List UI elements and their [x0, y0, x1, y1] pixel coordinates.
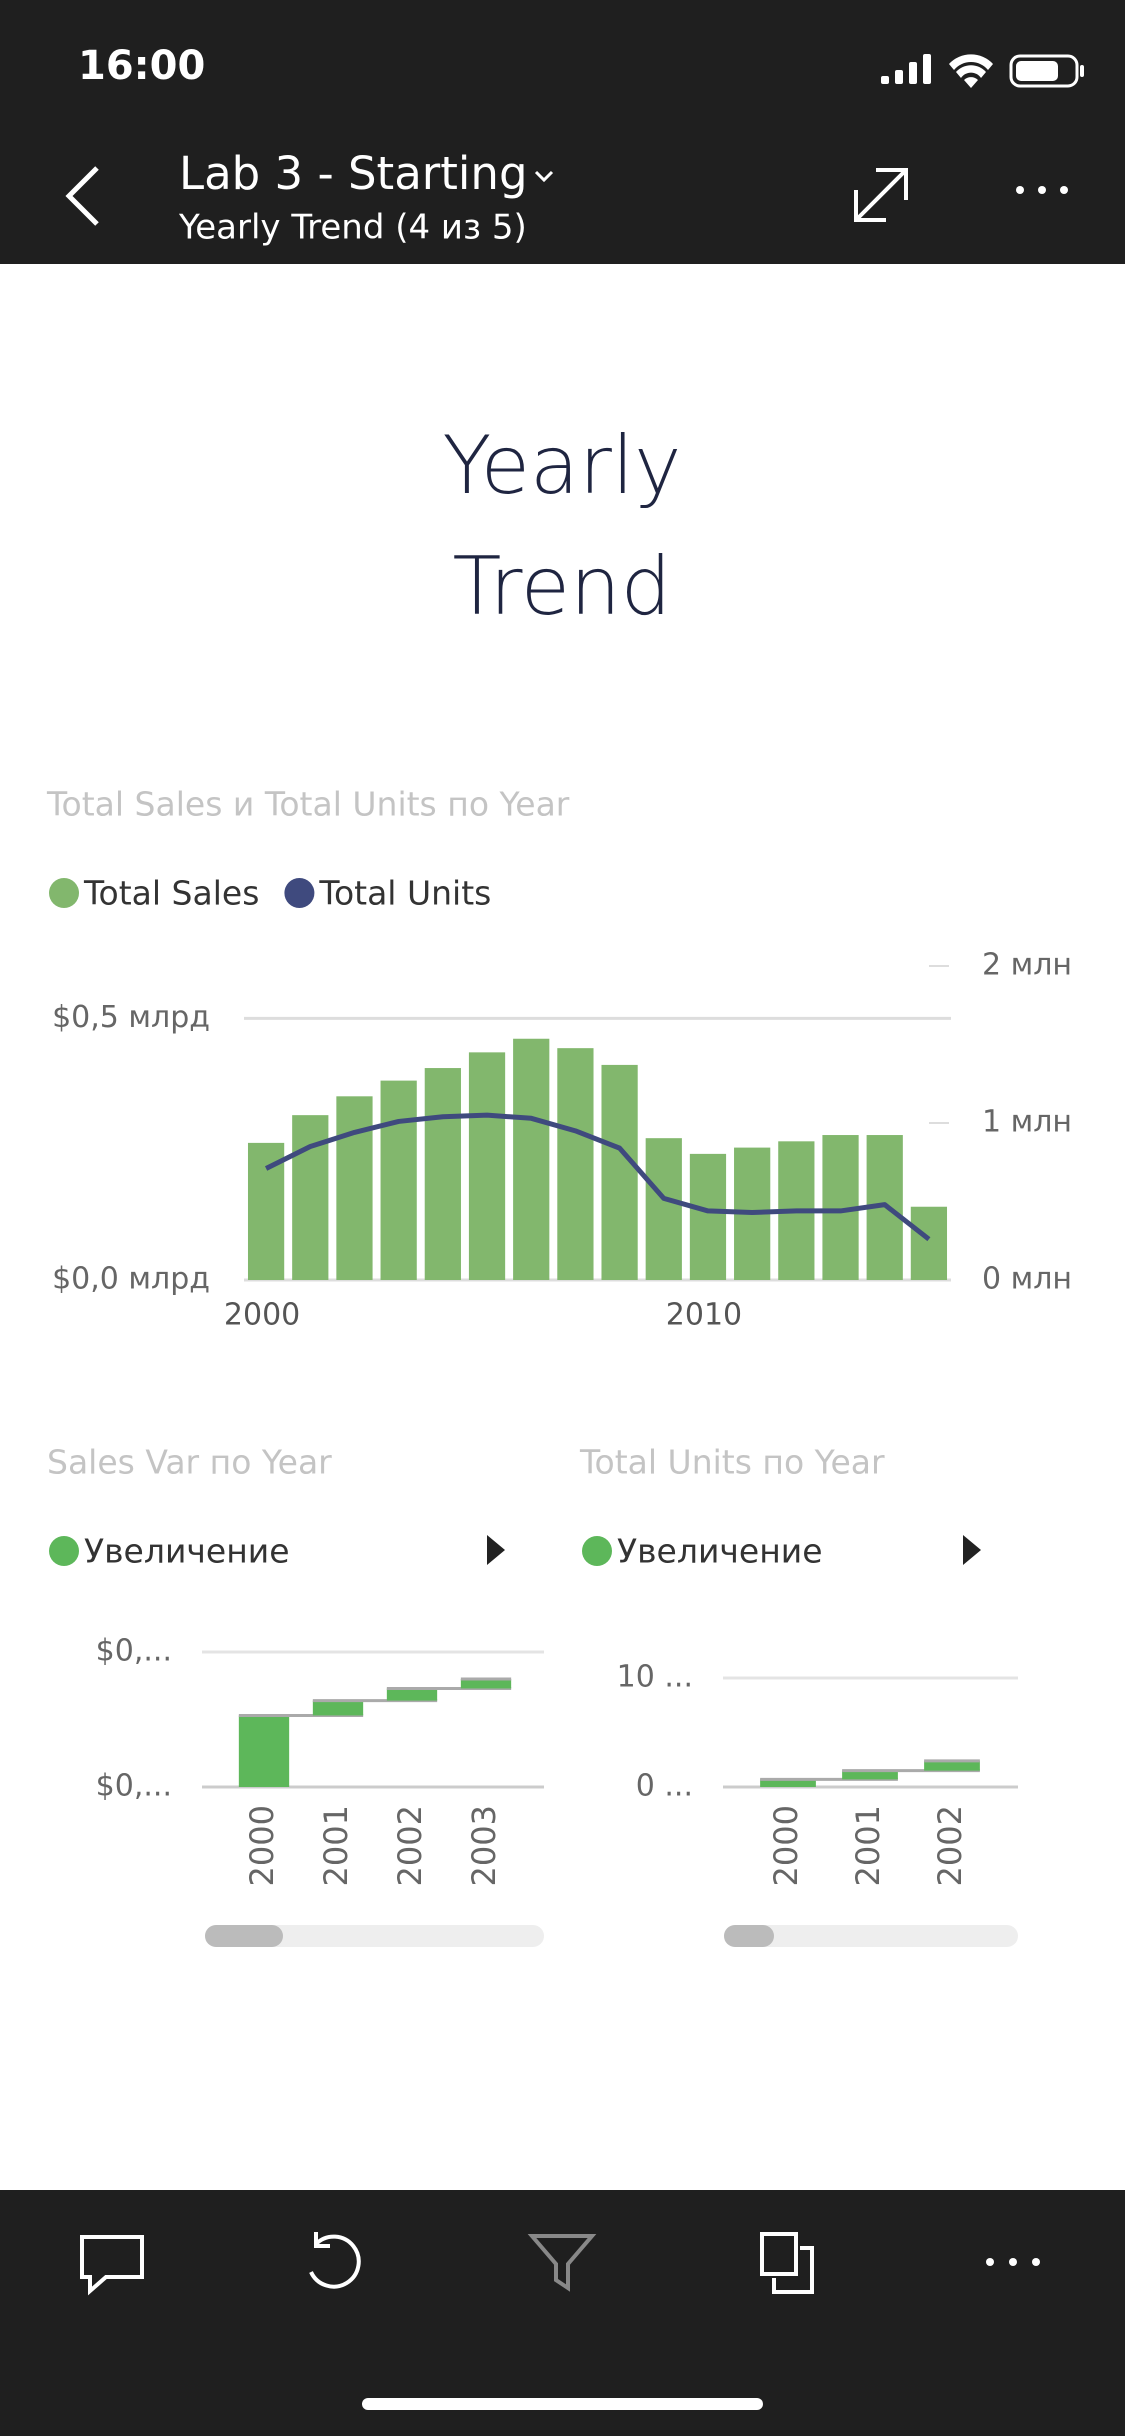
expand-button[interactable]: [854, 168, 908, 222]
header-subtitle: Yearly Trend (4 из 5): [178, 208, 527, 248]
chart-title: Total Units по Year: [579, 1443, 885, 1482]
x-tick-label: 2000: [224, 1298, 300, 1333]
more-button[interactable]: [1016, 186, 1068, 194]
undo-button[interactable]: [309, 2232, 361, 2289]
legend-marker: [582, 1536, 612, 1566]
filter-button[interactable]: [527, 2234, 597, 2292]
scroll-track: [724, 1925, 1018, 1947]
x-tick-label: 2000: [243, 1805, 281, 1886]
scroll-thumb[interactable]: [724, 1925, 774, 1947]
y-tick-label: 0 ...: [636, 1769, 693, 1804]
y-tick-label: $0,...: [96, 1634, 172, 1669]
legend-marker: [284, 878, 315, 908]
play-button[interactable]: [963, 1535, 981, 1565]
top-bar: [0, 0, 1125, 264]
waterfall-bar: [842, 1770, 898, 1780]
legend-label: Увеличение: [84, 1532, 290, 1571]
x-tick-label: 2003: [465, 1805, 503, 1886]
bottom-bar: [0, 2190, 1125, 2436]
home-indicator: [362, 2398, 763, 2410]
waterfall-bar: [924, 1760, 980, 1771]
y2-tick-label: 2 млн: [982, 948, 1072, 983]
bar: [513, 1038, 550, 1280]
chart-title: Total Sales и Total Units по Year: [46, 785, 570, 824]
waterfall-bar: [312, 1700, 364, 1716]
bar: [424, 1068, 461, 1280]
legend-label: Total Sales: [83, 874, 259, 913]
legend-label: Увеличение: [617, 1532, 823, 1571]
chart-title: Sales Var по Year: [47, 1443, 332, 1482]
scroll-thumb[interactable]: [205, 1925, 283, 1947]
y-tick-label: $0,5 млрд: [52, 1000, 210, 1035]
x-tick-label: 2002: [931, 1805, 969, 1886]
toolbar: [80, 2232, 814, 2296]
x-tick-label: 2010: [666, 1298, 742, 1333]
y-tick-label: 10 ...: [617, 1660, 693, 1695]
bar: [645, 1138, 682, 1280]
header-title[interactable]: Lab 3 - Starting: [179, 147, 528, 200]
legend-label: Total Units: [318, 874, 491, 913]
bar: [468, 1052, 506, 1280]
scroll-track: [205, 1925, 544, 1947]
bar: [557, 1048, 594, 1280]
x-tick-label: 2002: [391, 1805, 429, 1886]
comment-button[interactable]: [80, 2235, 144, 2296]
status-icons: [881, 54, 1084, 88]
legend-marker: [49, 878, 79, 908]
page-title: Yearly Trend: [442, 419, 682, 633]
back-button[interactable]: [65, 166, 99, 226]
y-tick-label: $0,0 млрд: [52, 1262, 210, 1297]
title-dropdown[interactable]: [534, 170, 554, 183]
bar: [910, 1206, 948, 1280]
waterfall-bar: [386, 1688, 438, 1701]
legend-marker: [49, 1536, 79, 1566]
x-tick-label: 2001: [317, 1805, 355, 1886]
toolbar-more[interactable]: [986, 2258, 1040, 2266]
pages-button[interactable]: [760, 2232, 814, 2294]
line: [264, 1112, 931, 1242]
y2-tick-label: 0 млн: [982, 1262, 1072, 1297]
bar: [601, 1064, 638, 1280]
waterfall-bar: [238, 1715, 290, 1787]
y2-tick-label: 1 млн: [982, 1105, 1072, 1140]
x-tick-label: 2000: [767, 1805, 805, 1886]
waterfall-bar: [760, 1779, 816, 1787]
bar: [689, 1153, 727, 1280]
bar: [336, 1096, 373, 1280]
status-time: 16:00: [78, 43, 205, 89]
waterfall-bar: [460, 1679, 512, 1689]
play-button[interactable]: [487, 1535, 505, 1565]
bar: [380, 1080, 417, 1280]
x-tick-label: 2001: [849, 1805, 887, 1886]
y-tick-label: $0,...: [96, 1769, 172, 1804]
